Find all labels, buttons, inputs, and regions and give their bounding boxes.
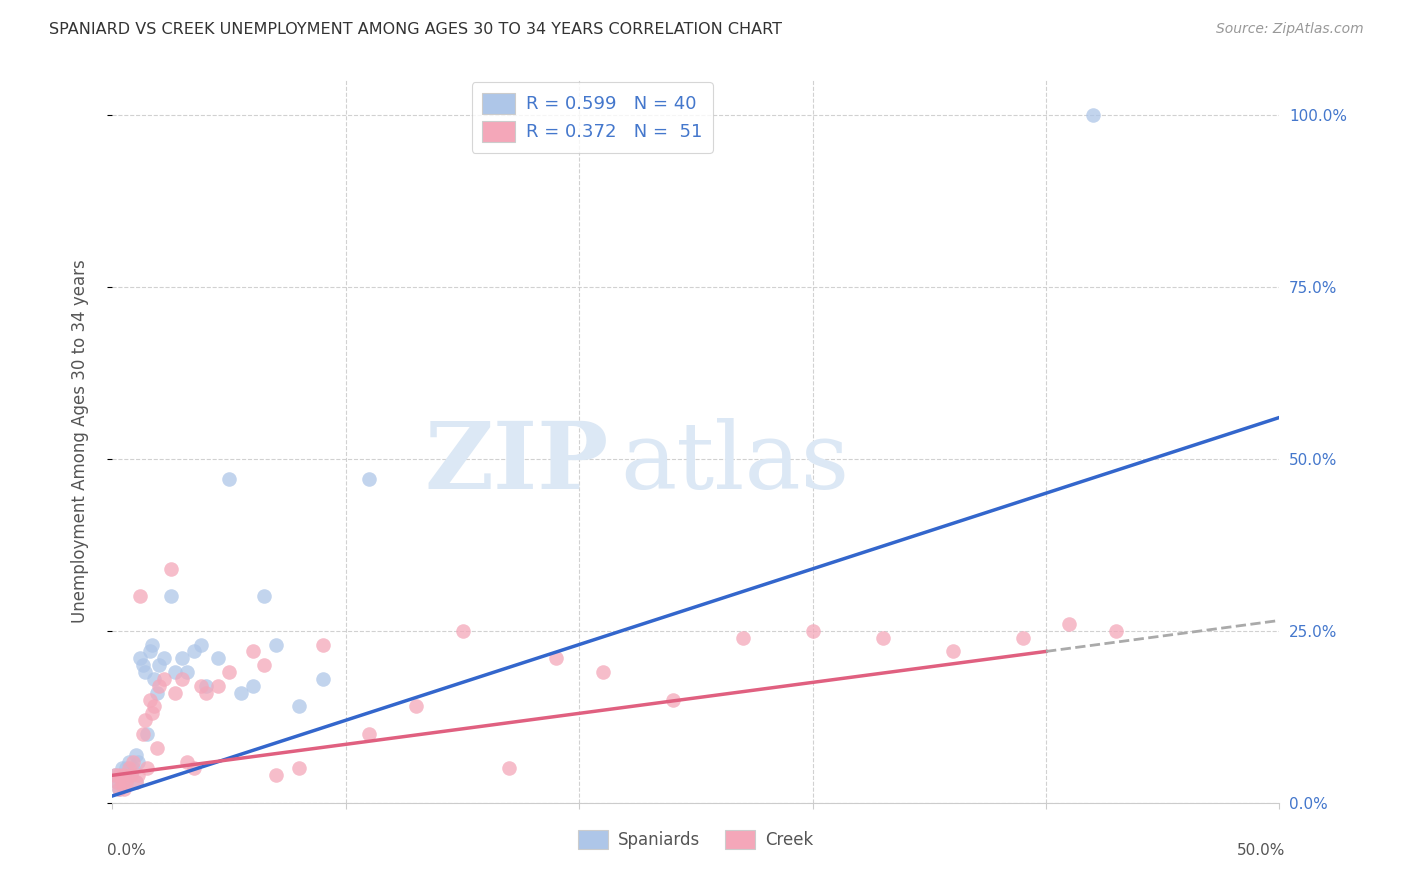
Point — [942, 644, 965, 658]
Text: atlas: atlas — [620, 418, 849, 508]
Point — [132, 658, 155, 673]
Point — [1059, 616, 1081, 631]
Point — [405, 699, 427, 714]
Point — [134, 665, 156, 679]
Point — [120, 768, 142, 782]
Point — [129, 590, 152, 604]
Point — [127, 768, 149, 782]
Point — [146, 740, 169, 755]
Point — [104, 768, 127, 782]
Point — [125, 747, 148, 762]
Point — [172, 672, 194, 686]
Point — [132, 727, 155, 741]
Point — [108, 782, 131, 797]
Point — [112, 782, 135, 797]
Point — [264, 768, 287, 782]
Point — [153, 672, 176, 686]
Point — [253, 590, 276, 604]
Point — [165, 686, 187, 700]
Point — [592, 665, 614, 679]
Point — [194, 679, 217, 693]
Point — [165, 665, 187, 679]
Text: 0.0%: 0.0% — [107, 843, 145, 857]
Point — [134, 713, 156, 727]
Point — [1011, 631, 1033, 645]
Point — [359, 727, 381, 741]
Point — [153, 651, 176, 665]
Point — [242, 644, 264, 658]
Point — [190, 638, 212, 652]
Point — [288, 761, 311, 775]
Point — [143, 672, 166, 686]
Point — [1081, 108, 1104, 122]
Point — [872, 631, 894, 645]
Point — [242, 679, 264, 693]
Point — [118, 761, 141, 775]
Point — [115, 775, 138, 789]
Point — [112, 768, 135, 782]
Point — [311, 638, 333, 652]
Point — [112, 775, 135, 789]
Point — [218, 665, 240, 679]
Point — [183, 644, 205, 658]
Point — [160, 562, 183, 576]
Y-axis label: Unemployment Among Ages 30 to 34 years: Unemployment Among Ages 30 to 34 years — [70, 260, 89, 624]
Point — [451, 624, 474, 638]
Point — [136, 761, 159, 775]
Point — [111, 775, 134, 789]
Point — [229, 686, 252, 700]
Point — [105, 775, 128, 789]
Point — [731, 631, 754, 645]
Point — [498, 761, 520, 775]
Point — [544, 651, 567, 665]
Point — [801, 624, 824, 638]
Point — [194, 686, 217, 700]
Point — [139, 644, 162, 658]
Point — [207, 651, 229, 665]
Point — [661, 692, 683, 706]
Point — [148, 658, 170, 673]
Point — [136, 727, 159, 741]
Text: SPANIARD VS CREEK UNEMPLOYMENT AMONG AGES 30 TO 34 YEARS CORRELATION CHART: SPANIARD VS CREEK UNEMPLOYMENT AMONG AGE… — [49, 22, 782, 37]
Text: Source: ZipAtlas.com: Source: ZipAtlas.com — [1216, 22, 1364, 37]
Point — [160, 590, 183, 604]
Legend: Spaniards, Creek: Spaniards, Creek — [572, 823, 820, 856]
Point — [148, 679, 170, 693]
Point — [127, 755, 149, 769]
Point — [311, 672, 333, 686]
Point — [146, 686, 169, 700]
Point — [108, 782, 131, 797]
Point — [143, 699, 166, 714]
Point — [141, 638, 163, 652]
Point — [207, 679, 229, 693]
Point — [253, 658, 276, 673]
Point — [122, 755, 145, 769]
Text: ZIP: ZIP — [425, 418, 609, 508]
Point — [218, 472, 240, 486]
Point — [176, 665, 198, 679]
Point — [104, 768, 127, 782]
Point — [112, 768, 135, 782]
Point — [288, 699, 311, 714]
Point — [125, 775, 148, 789]
Point — [1105, 624, 1128, 638]
Point — [105, 775, 128, 789]
Point — [141, 706, 163, 721]
Point — [108, 768, 131, 782]
Point — [183, 761, 205, 775]
Point — [176, 755, 198, 769]
Point — [129, 651, 152, 665]
Point — [264, 638, 287, 652]
Point — [359, 472, 381, 486]
Text: 50.0%: 50.0% — [1237, 843, 1285, 857]
Point — [122, 761, 145, 775]
Point — [115, 761, 138, 775]
Point — [190, 679, 212, 693]
Point — [120, 768, 142, 782]
Point — [125, 775, 148, 789]
Point — [172, 651, 194, 665]
Point — [118, 755, 141, 769]
Point — [111, 761, 134, 775]
Point — [139, 692, 162, 706]
